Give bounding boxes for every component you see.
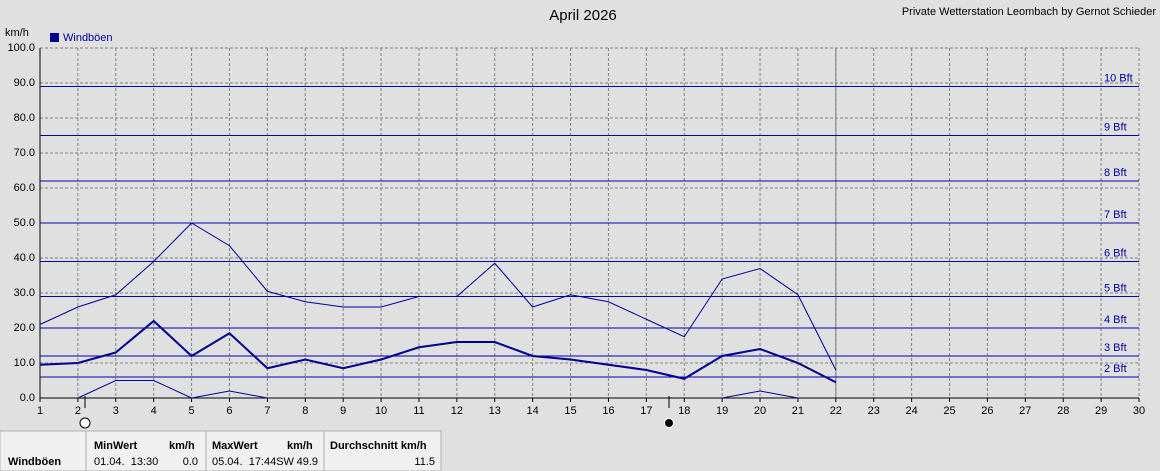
y-tick-label: 40.0 bbox=[14, 252, 35, 264]
header: Durchschnitt km/h bbox=[330, 440, 427, 452]
x-tick-label: 2 bbox=[75, 405, 81, 417]
series-line bbox=[39, 319, 837, 384]
x-tick-label: 14 bbox=[527, 405, 539, 417]
x-tick-label: 26 bbox=[981, 405, 993, 417]
beaufort-label: 7 Bft bbox=[1104, 209, 1127, 221]
full-moon-icon bbox=[79, 417, 91, 429]
y-tick-label: 80.0 bbox=[14, 112, 35, 124]
header: MinWert bbox=[94, 440, 138, 452]
x-tick-label: 7 bbox=[264, 405, 270, 417]
x-tick-label: 21 bbox=[792, 405, 804, 417]
y-axis-label: km/h bbox=[5, 27, 29, 39]
x-tick-label: 30 bbox=[1133, 405, 1145, 417]
y-tick-label: 10.0 bbox=[14, 357, 35, 369]
x-tick-label: 19 bbox=[716, 405, 728, 417]
beaufort-label: 2 Bft bbox=[1104, 363, 1127, 375]
summary-table: Windböen MinWert km/h 01.04. 13:30 0.0 M… bbox=[0, 430, 442, 471]
x-tick-label: 4 bbox=[151, 405, 157, 417]
y-tick-label: 30.0 bbox=[14, 287, 35, 299]
x-tick-label: 3 bbox=[113, 405, 119, 417]
cell: 05.04. 17:44SW bbox=[212, 456, 295, 468]
x-tick-label: 1 bbox=[37, 405, 43, 417]
x-tick-label: 24 bbox=[905, 405, 917, 417]
x-tick-label: 5 bbox=[189, 405, 195, 417]
header: MaxWert bbox=[212, 440, 258, 452]
x-tick-label: 9 bbox=[340, 405, 346, 417]
chart-title: April 2026 bbox=[549, 7, 617, 24]
x-tick-label: 29 bbox=[1095, 405, 1107, 417]
x-tick-label: 12 bbox=[451, 405, 463, 417]
x-tick-label: 23 bbox=[868, 405, 880, 417]
beaufort-label: 4 Bft bbox=[1104, 314, 1127, 326]
beaufort-label: 3 Bft bbox=[1104, 342, 1127, 354]
summary-panel bbox=[0, 430, 442, 471]
cell: 11.5 bbox=[414, 456, 435, 468]
x-tick-label: 8 bbox=[302, 405, 308, 417]
legend-label: Windböen bbox=[63, 32, 113, 44]
cell: 0.0 bbox=[183, 456, 198, 468]
cell: 49.9 bbox=[297, 456, 318, 468]
series-line bbox=[39, 222, 837, 371]
y-tick-label: 60.0 bbox=[14, 182, 35, 194]
y-tick-label: 100.0 bbox=[7, 42, 35, 54]
y-tick-label: 50.0 bbox=[14, 217, 35, 229]
beaufort-label: 8 Bft bbox=[1104, 167, 1127, 179]
x-tick-label: 22 bbox=[830, 405, 842, 417]
x-tick-label: 20 bbox=[754, 405, 766, 417]
x-tick-label: 13 bbox=[489, 405, 501, 417]
x-tick-label: 6 bbox=[226, 405, 232, 417]
x-tick-label: 17 bbox=[640, 405, 652, 417]
cell: 01.04. 13:30 bbox=[94, 456, 158, 468]
beaufort-label: 10 Bft bbox=[1104, 72, 1133, 84]
x-tick-label: 16 bbox=[602, 405, 614, 417]
beaufort-label: 6 Bft bbox=[1104, 247, 1127, 259]
x-tick-label: 10 bbox=[375, 405, 387, 417]
x-tick-label: 18 bbox=[678, 405, 690, 417]
y-tick-label: 90.0 bbox=[14, 77, 35, 89]
y-tick-label: 70.0 bbox=[14, 147, 35, 159]
y-tick-label: 0.0 bbox=[20, 392, 35, 404]
legend-swatch bbox=[50, 33, 59, 42]
header: km/h bbox=[169, 440, 195, 452]
x-tick-label: 27 bbox=[1019, 405, 1031, 417]
x-tick-label: 25 bbox=[943, 405, 955, 417]
x-tick-label: 28 bbox=[1057, 405, 1069, 417]
x-tick-label: 11 bbox=[413, 405, 424, 417]
row-label: Windböen bbox=[8, 456, 61, 468]
beaufort-label: 9 Bft bbox=[1104, 121, 1127, 133]
beaufort-label: 5 Bft bbox=[1104, 282, 1127, 294]
y-tick-label: 20.0 bbox=[14, 322, 35, 334]
x-tick-label: 15 bbox=[564, 405, 576, 417]
chart-subtitle: Private Wetterstation Leombach by Gernot… bbox=[902, 6, 1156, 18]
header: km/h bbox=[287, 440, 313, 452]
series-line bbox=[77, 380, 799, 399]
new-moon-icon bbox=[664, 418, 674, 428]
